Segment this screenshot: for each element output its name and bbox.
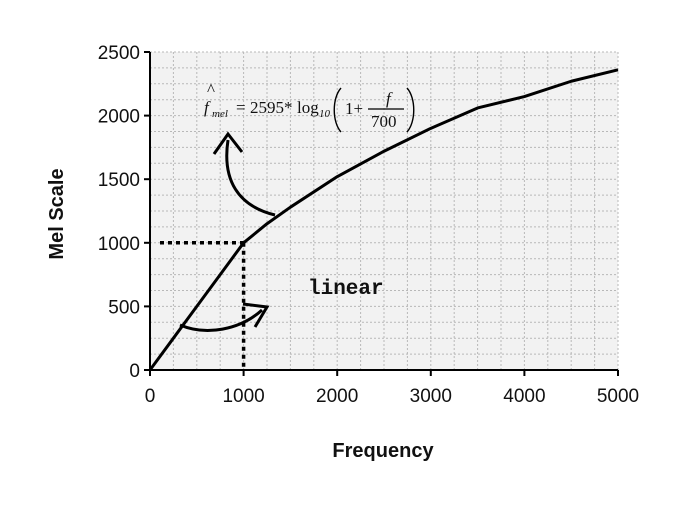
x-tick-labels: 0 1000 2000 3000 4000 5000 xyxy=(145,386,639,407)
formula-right-paren xyxy=(406,87,415,133)
formula-denominator: 700 xyxy=(371,112,397,131)
formula-lhs-sub: mel xyxy=(212,108,228,120)
upper-curved-arrow xyxy=(225,139,276,217)
y-tick-label: 1500 xyxy=(98,170,140,191)
formula-equals: = xyxy=(236,98,246,117)
y-tick-labels: 0 500 1000 1500 2000 2500 xyxy=(98,43,140,382)
mel-formula: ^ f mel = 2595* log 10 1+ f 700 xyxy=(204,80,415,133)
y-axis-title: Mel Scale xyxy=(46,168,68,259)
y-tick-label: 500 xyxy=(108,297,140,318)
formula-hat: ^ xyxy=(207,80,215,99)
upper-arrow-head xyxy=(212,131,244,155)
mel-scale-line xyxy=(148,68,619,371)
formula-numerator: f xyxy=(386,89,393,108)
lower-arrow-head xyxy=(242,302,270,328)
axes xyxy=(144,51,619,376)
x-tick-label: 1000 xyxy=(222,386,264,407)
x-tick-label: 4000 xyxy=(503,386,545,407)
formula-log: log xyxy=(297,98,319,117)
y-tick-label: 0 xyxy=(129,361,140,382)
y-tick-label: 2500 xyxy=(98,43,140,64)
y-tick-label: 1000 xyxy=(98,234,140,255)
guide-lines xyxy=(160,241,246,370)
series-group xyxy=(148,68,619,371)
formula-coef: 2595* xyxy=(250,98,293,117)
x-tick-label: 2000 xyxy=(316,386,358,407)
x-tick-label: 5000 xyxy=(597,386,639,407)
formula-lhs: f xyxy=(204,98,211,117)
formula-one-plus: 1+ xyxy=(345,99,363,118)
y-tick-label: 2000 xyxy=(98,107,140,128)
formula-log-base: 10 xyxy=(319,108,331,120)
lower-curved-arrow xyxy=(179,308,264,332)
x-tick-label: 0 xyxy=(145,386,156,407)
x-axis-title: Frequency xyxy=(332,440,434,462)
x-tick-label: 3000 xyxy=(410,386,452,407)
linear-label: linear xyxy=(308,278,384,301)
formula-left-paren xyxy=(333,87,342,133)
